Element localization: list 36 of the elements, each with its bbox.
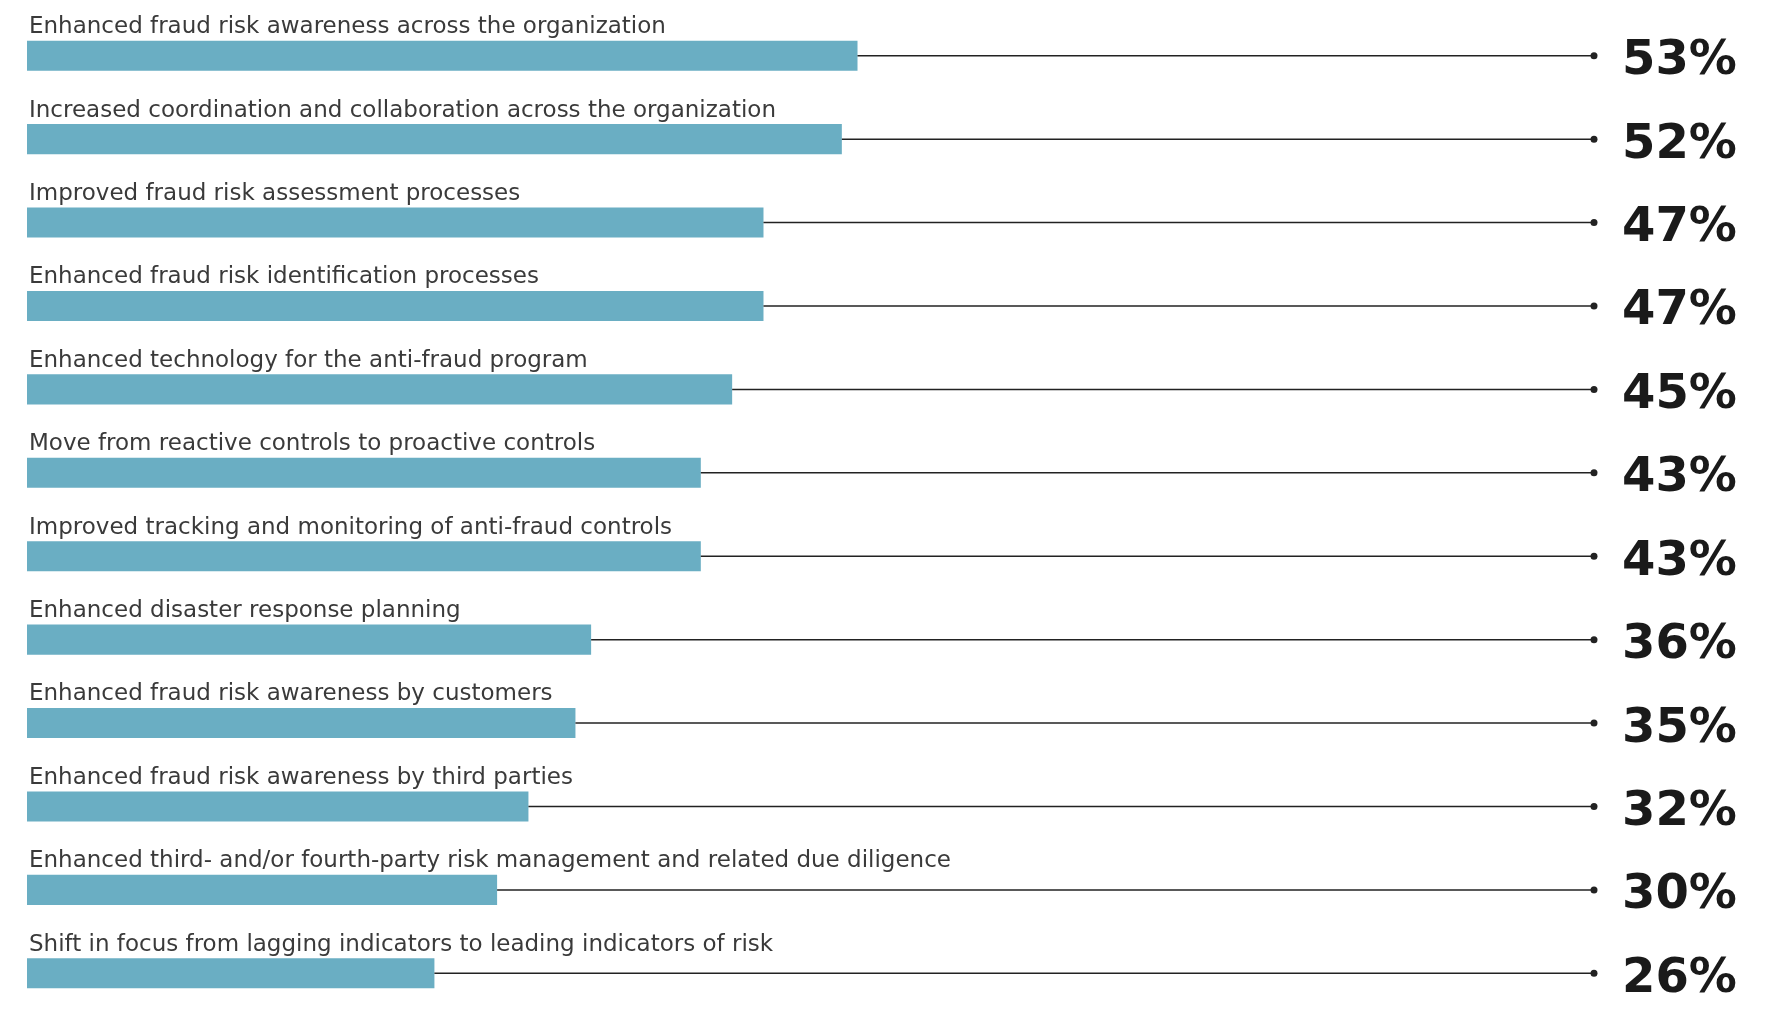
y-tick-label: Move from reactive controls to proactive controls — [29, 429, 596, 456]
data-label: 47% — [1622, 279, 1737, 336]
y-tick-label: Improved tracking and monitoring of anti-fraud controls — [29, 512, 673, 539]
y-tick-label: Enhanced third- and/or fourth-party risk management and related due diligence — [29, 846, 951, 873]
y-tick-label: Enhanced fraud risk awareness by third parties — [29, 762, 573, 789]
y-tick-label: Increased coordination and collaboration across the organization — [29, 95, 776, 122]
y-tick-label: Enhanced fraud risk identification processes — [29, 262, 539, 289]
bar — [27, 40, 858, 71]
y-tick-label: Enhanced disaster response planning — [29, 596, 461, 623]
y-tick-label: Enhanced fraud risk awareness across the organization — [29, 12, 666, 39]
bar — [27, 457, 701, 488]
y-tick-label: Shift in focus from lagging indicators to leading indicators of risk — [29, 929, 774, 956]
data-label: 52% — [1622, 112, 1737, 169]
bar — [27, 124, 842, 155]
bar — [27, 541, 701, 572]
data-label: 32% — [1622, 779, 1737, 836]
data-label: 47% — [1622, 196, 1737, 253]
bar — [27, 374, 733, 405]
y-tick-label: Enhanced fraud risk awareness by customers — [29, 679, 553, 706]
bar — [27, 290, 764, 321]
data-label: 43% — [1622, 446, 1737, 503]
data-label: 36% — [1622, 613, 1737, 670]
y-tick-label: Enhanced technology for the anti-fraud program — [29, 345, 588, 372]
bar — [27, 874, 498, 905]
data-label: 26% — [1622, 946, 1737, 1003]
y-tick-label: Improved fraud risk assessment processes — [29, 179, 521, 205]
data-label: 53% — [1622, 29, 1737, 86]
bar — [27, 708, 576, 739]
data-label: 30% — [1622, 863, 1737, 920]
bar — [27, 958, 435, 989]
bar — [27, 791, 529, 822]
bar — [27, 624, 592, 655]
data-label: 35% — [1622, 696, 1737, 753]
data-label: 45% — [1622, 362, 1737, 419]
data-label: 43% — [1622, 529, 1737, 586]
bar — [27, 207, 764, 238]
